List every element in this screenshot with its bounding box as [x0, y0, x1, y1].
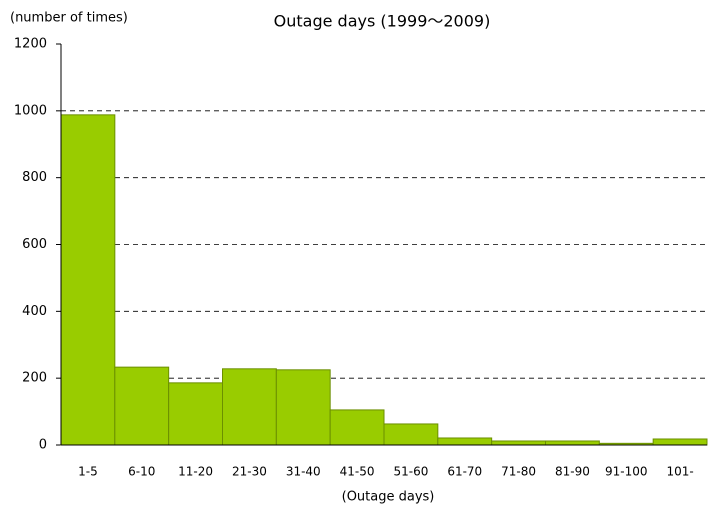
x-axis-label: (Outage days)	[342, 490, 435, 505]
bar	[437, 437, 493, 446]
x-tick-label: 81-90	[555, 465, 590, 479]
chart-title: Outage days (1999～2009)	[274, 12, 491, 31]
x-tick-label: 91-100	[605, 465, 648, 479]
x-tick-label: 6-10	[128, 465, 155, 479]
bar	[275, 369, 331, 446]
x-tick-label: 61-70	[447, 465, 482, 479]
y-tick-label: 200	[22, 371, 47, 386]
x-tick-label: 21-30	[232, 465, 267, 479]
bar	[168, 382, 224, 446]
bar	[545, 440, 600, 446]
x-tick-label: 51-60	[393, 465, 428, 479]
y-tick-label: 0	[39, 438, 47, 453]
x-tick-label: 31-40	[286, 465, 321, 479]
bar	[114, 366, 170, 446]
bar	[652, 438, 708, 446]
y-tick-label: 800	[22, 170, 47, 185]
bar	[383, 423, 439, 446]
y-tick-label: 400	[22, 304, 47, 319]
x-tick-label: 41-50	[340, 465, 375, 479]
x-tick-label: 11-20	[178, 465, 213, 479]
bar	[222, 368, 277, 446]
x-tick-label: 1-5	[78, 465, 98, 479]
y-tick-label: 600	[22, 237, 47, 252]
y-tick-label: 1000	[14, 103, 47, 118]
y-axis-label: (number of times)	[10, 11, 128, 26]
x-tick-label: 71-80	[501, 465, 536, 479]
bar	[491, 440, 546, 446]
bar	[329, 409, 385, 446]
y-tick-label: 1200	[14, 37, 47, 52]
x-tick-label: 101-	[666, 465, 693, 479]
bar	[60, 114, 116, 446]
